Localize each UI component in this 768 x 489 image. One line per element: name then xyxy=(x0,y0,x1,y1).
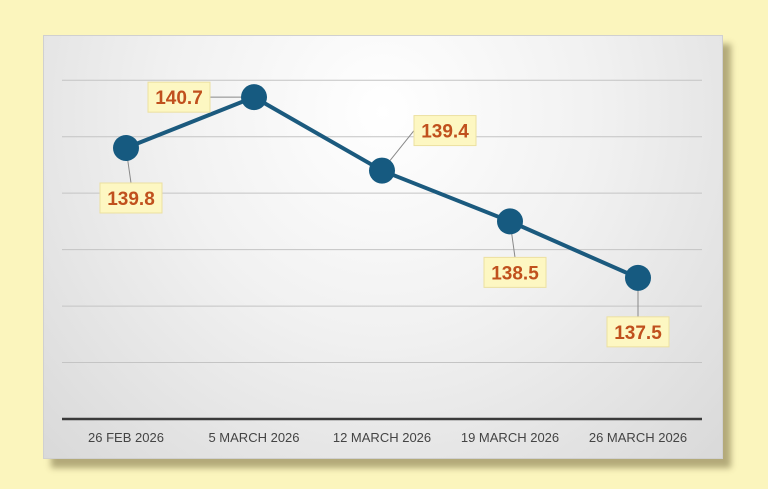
data-label: 138.5 xyxy=(491,263,539,284)
data-label-box xyxy=(147,81,211,113)
x-tick-label: 26 MARCH 2026 xyxy=(589,430,687,445)
data-label-box xyxy=(606,316,670,348)
data-point xyxy=(625,264,651,291)
x-tick-label: 5 MARCH 2026 xyxy=(208,430,299,445)
data-point xyxy=(241,84,267,111)
data-point xyxy=(497,208,523,235)
data-label: 139.4 xyxy=(421,122,469,143)
data-point xyxy=(113,134,139,161)
data-label: 137.5 xyxy=(614,323,662,344)
data-label-box xyxy=(483,256,547,288)
data-label-box xyxy=(99,182,163,214)
data-label: 140.7 xyxy=(155,88,203,109)
data-label: 139.8 xyxy=(107,189,155,210)
x-tick-label: 26 FEB 2026 xyxy=(88,430,164,445)
series-line xyxy=(125,95,639,280)
data-point xyxy=(369,157,395,184)
x-tick-label: 12 MARCH 2026 xyxy=(333,430,431,445)
data-label-box xyxy=(413,115,477,147)
x-tick-label: 19 MARCH 2026 xyxy=(461,430,559,445)
